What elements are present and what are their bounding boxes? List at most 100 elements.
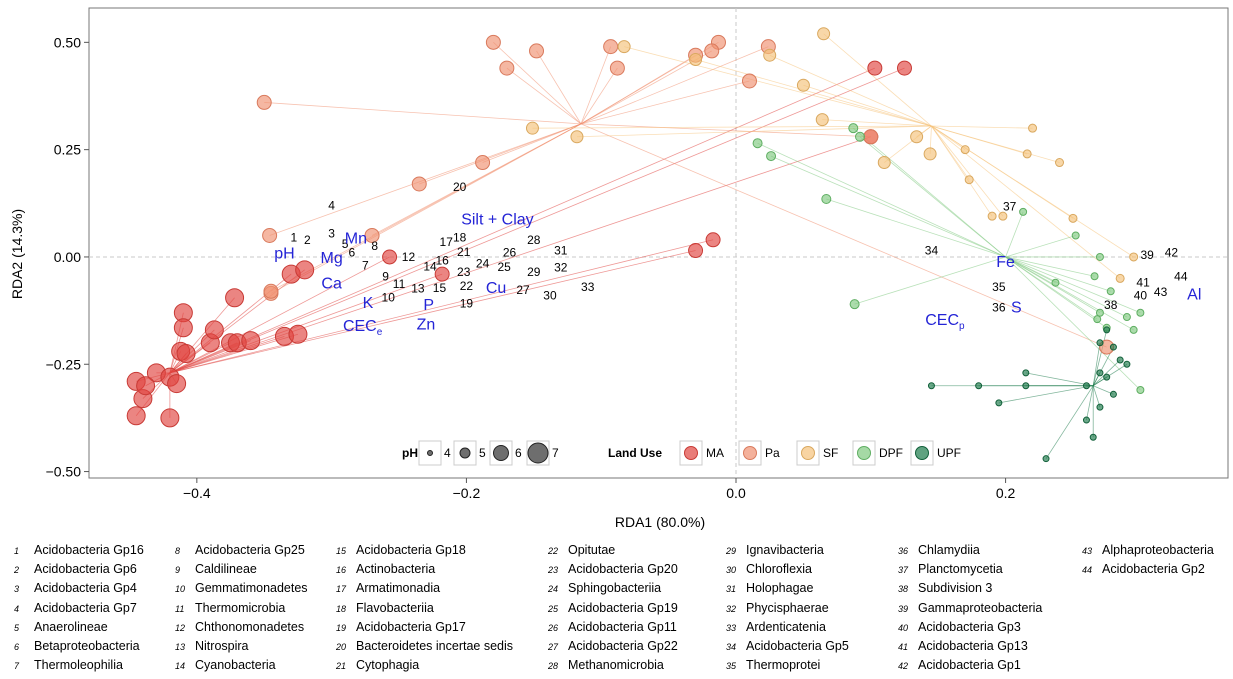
taxa-key-name: Thermoleophilia	[34, 658, 123, 673]
taxa-key-number: 24	[548, 584, 559, 595]
taxon-label: 31	[554, 244, 568, 258]
site-point-sf	[689, 53, 703, 67]
site-point-dpf	[1090, 272, 1099, 281]
taxa-key-number: 27	[548, 641, 559, 652]
taxa-key-name: Acidobacteria Gp7	[34, 600, 137, 615]
spoke-pa	[493, 42, 582, 125]
spoke-dpf	[854, 256, 1006, 305]
taxon-label: 37	[1003, 199, 1017, 213]
taxa-key-name: Ignavibacteria	[746, 543, 824, 557]
taxon-label: 41	[1136, 276, 1150, 290]
site-point-pa	[704, 43, 720, 59]
site-point-sf	[1129, 252, 1139, 262]
taxa-key-item: 3 Acidobacteria Gp4	[14, 579, 144, 598]
taxa-key-item: 30 Chloroflexia	[726, 560, 849, 579]
spoke-pa	[270, 123, 582, 292]
taxon-label: 20	[453, 180, 467, 194]
taxa-key-item: 15 Acidobacteria Gp18	[336, 541, 513, 560]
y-tick-label: 0.00	[54, 249, 81, 265]
site-point-dpf	[752, 138, 763, 149]
taxon-label: 40	[1134, 289, 1148, 303]
site-point-pa	[411, 176, 427, 192]
legend-land-use-item: MA	[706, 446, 724, 460]
taxa-key-item: 33 Ardenticatenia	[726, 618, 849, 637]
legend-land-use-title: Land Use	[608, 446, 662, 460]
taxa-key-number: 44	[1082, 565, 1093, 576]
site-point-sf	[617, 40, 631, 54]
site-point-pa	[256, 94, 272, 110]
taxa-key-name: Gammaproteobacteria	[918, 600, 1043, 615]
taxon-label: 43	[1154, 285, 1168, 299]
taxon-label: 5	[342, 237, 349, 251]
taxa-key-name: Chthonomonadetes	[195, 619, 305, 634]
taxa-key-name: Acidobacteria Gp1	[918, 658, 1021, 673]
site-point-sf	[987, 211, 997, 221]
site-point-pa	[863, 129, 879, 145]
taxa-key-name: Gemmatimonadetes	[195, 581, 308, 596]
site-point-upf	[975, 382, 983, 390]
site-point-sf	[910, 130, 924, 144]
spoke-sf	[803, 84, 932, 127]
site-point-pa	[475, 155, 491, 171]
site-point-sf	[817, 27, 831, 41]
taxa-key-number: 32	[726, 603, 737, 614]
taxa-key-number: 41	[898, 641, 909, 652]
taxa-key-item: 22 Opitutae	[548, 541, 678, 560]
spoke-pa	[580, 80, 750, 125]
spoke-dpf	[1005, 256, 1141, 391]
taxa-key-item: 20 Bacteroidetes incertae sedis	[336, 637, 513, 656]
site-point-dpf	[1136, 308, 1145, 317]
taxa-key-number: 10	[175, 584, 186, 595]
spoke-dpf	[1005, 235, 1076, 258]
taxon-label: 28	[527, 233, 541, 247]
spoke-sf	[822, 119, 932, 127]
taxa-key-item: 44 Acidobacteria Gp2	[1082, 560, 1214, 579]
site-point-pa	[499, 60, 515, 76]
site-point-ma	[225, 288, 245, 308]
taxon-label: 1	[291, 231, 298, 245]
taxon-label: 34	[925, 244, 939, 258]
taxa-key-number: 34	[726, 641, 737, 652]
site-point-pa	[603, 39, 619, 55]
site-point-upf	[1082, 416, 1090, 424]
taxa-key-number: 22	[548, 546, 559, 556]
taxa-key-number: 18	[336, 603, 347, 614]
taxon-label: 33	[581, 280, 595, 294]
taxon-label: 12	[402, 250, 416, 264]
site-point-upf	[1123, 360, 1131, 368]
env-variable-label: K	[363, 295, 374, 312]
spoke-pa	[580, 46, 769, 125]
taxa-key-name: Acidobacteria Gp11	[568, 619, 677, 634]
site-point-sf	[964, 175, 974, 185]
taxa-key-number: 30	[726, 565, 737, 576]
taxon-label: 30	[543, 289, 557, 303]
spoke-upf	[1093, 385, 1114, 395]
site-point-ma	[204, 320, 224, 340]
taxa-key-number: 40	[898, 622, 909, 633]
taxa-key-number: 14	[175, 661, 186, 672]
spoke-upf	[1086, 385, 1094, 421]
taxon-label: 35	[992, 280, 1006, 294]
site-point-pa	[485, 34, 501, 50]
taxa-key-column: 43 Alphaproteobacteria 44 Acidobacteria Gp2	[1082, 541, 1214, 579]
site-point-dpf	[848, 123, 859, 134]
taxon-label: 6	[349, 246, 356, 260]
spoke-upf	[998, 385, 1094, 404]
taxa-key-number: 39	[898, 603, 909, 614]
taxa-key-name: Nitrospira	[195, 638, 249, 653]
taxon-label: 29	[527, 265, 541, 279]
env-variable-label: Cu	[486, 280, 506, 297]
taxa-key-name: Thermoprotei	[746, 658, 821, 673]
legend-land-use-item: DPF	[879, 446, 903, 460]
taxon-label: 4	[328, 198, 335, 212]
spoke-upf	[1045, 385, 1094, 459]
taxon-label: 44	[1174, 269, 1188, 283]
legend-land-use-symbol	[801, 446, 815, 460]
site-point-upf	[1022, 369, 1030, 377]
taxa-key-number: 4	[14, 603, 20, 614]
taxa-key-name: Acidobacteria Gp25	[195, 543, 305, 557]
taxa-key-number: 13	[175, 641, 186, 652]
taxa-key-name: Thermomicrobia	[195, 600, 286, 615]
taxa-key-item: 39 Gammaproteobacteria	[898, 599, 1042, 618]
